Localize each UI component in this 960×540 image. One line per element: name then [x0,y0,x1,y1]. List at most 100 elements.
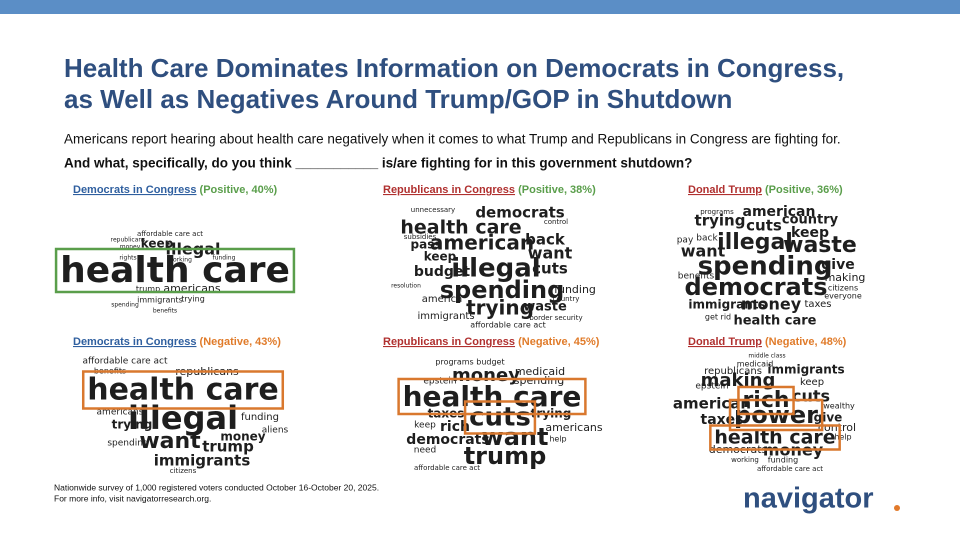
cloud-word: immigrants [767,363,844,377]
cloud-word: spending [107,439,148,449]
cloud-word: immigrants [688,298,765,312]
cloud-word: american [743,204,816,220]
cloud-word: money [220,430,265,444]
cloud-word: affordable care act [137,230,203,238]
cloud-word: affordable care act [83,357,168,367]
cloud-word: americans [97,408,144,418]
cloud-word: medicaid [737,360,774,369]
group-name: Republicans in Congress [383,184,515,196]
cloud-word: want [528,244,573,263]
cloud-word: waste [523,300,567,315]
cloud-word: benefits [678,272,715,282]
cloud-word: health care [400,217,521,239]
cloud-word: citizens [828,284,858,293]
cloud-word: spending [111,302,139,309]
cloud-word: back [696,234,718,244]
cloud-word: democrats [475,204,564,222]
cloud-word: spending [440,276,565,304]
cloud-word: get rid [705,313,731,322]
cloud-word: illegal [451,254,540,284]
cloud-word: immigrants [154,452,251,470]
highlight-box [728,398,824,432]
cloud-word: trying [695,212,746,230]
cloud-word: americans [545,421,603,434]
cloud-word: budget [414,264,471,280]
cloud-word: want [681,242,726,261]
highlight-box [709,424,841,451]
cloud-word: democrats [406,432,489,448]
cloud-word: taxes [701,412,744,428]
sentiment-label: (Positive, 36%) [765,184,843,196]
highlight-box [81,370,285,410]
cloud-word: keep [141,237,174,251]
cloud-word: money [452,365,520,386]
cloud-word: immigrants [137,296,183,305]
panel-heading: Republicans in Congress (Positive, 38%) [383,184,596,196]
sentiment-label: (Negative, 45%) [518,336,600,348]
cloud-word: working [731,456,759,464]
cloud-word: funding [241,412,279,423]
cloud-word: trying [466,296,534,320]
cloud-word: give [821,257,854,273]
logo: navigator [743,483,874,515]
cloud-word: country [782,213,839,228]
cloud-word: immigrants [417,311,474,322]
cloud-word: want [139,429,201,454]
cloud-word: affordable care act [414,464,480,472]
cloud-word: democrats [685,273,828,301]
cloud-word: trying [112,418,153,432]
cloud-word: keep [800,377,824,388]
cloud-word: want [482,423,549,451]
cloud-word: funding [213,255,236,262]
cloud-word: cuts [469,403,531,433]
cloud-word: rights [119,255,136,262]
cloud-word: making [825,271,866,284]
group-name: Donald Trump [688,184,762,196]
cloud-word: rich [440,419,470,435]
cloud-word: unnecessary [411,206,455,214]
cloud-word: republicans [111,237,146,244]
title-line: as Well as Negatives Around Trump/GOP in… [64,84,732,114]
cloud-word: border security [529,314,582,322]
group-name: Democrats in Congress [73,336,196,348]
cloud-word: wealthy [823,402,855,411]
cloud-word: trump [136,285,160,294]
panel-heading: Democrats in Congress (Positive, 40%) [73,184,278,196]
logo-dot [894,505,900,511]
question: And what, specifically, do you think ___… [64,156,692,171]
highlight-box [54,247,296,294]
cloud-word: pass [411,238,442,252]
cloud-word: health care [733,314,816,329]
cloud-word: trying [181,295,205,304]
cloud-word: cuts [532,260,568,278]
sentiment-label: (Positive, 40%) [200,184,278,196]
cloud-word: trump [464,442,547,470]
cloud-word: help [834,433,851,442]
cloud-word: affordable care act [470,321,546,330]
cloud-word: america [422,294,463,305]
sentiment-label: (Positive, 38%) [518,184,596,196]
cloud-word: epstein [695,382,728,392]
cloud-word: programs budget [435,358,504,367]
cloud-word: spending [698,252,833,282]
footnote: For more info, visit navigatorresearch.o… [54,493,211,503]
panel-heading: Democrats in Congress (Negative, 43%) [73,336,281,348]
cloud-word: middle class [748,353,785,360]
cloud-word: back [525,231,566,249]
panel-heading: Republicans in Congress (Negative, 45%) [383,336,600,348]
cloud-word: waste [783,233,857,258]
cloud-word: spending [514,374,564,387]
footnote: Nationwide survey of 1,000 registered vo… [54,482,379,492]
cloud-word: health care [714,427,835,449]
group-name: Donald Trump [688,336,762,348]
cloud-word: republicans [704,366,762,377]
cloud-word: health care [403,380,582,413]
cloud-word: subsidies [404,233,437,241]
cloud-word: american [430,231,534,255]
cloud-word: illegal [717,230,793,255]
cloud-word: taxes [804,299,831,310]
cloud-word: epstein [423,377,456,387]
highlight-box [397,377,587,416]
cloud-word: programs [700,208,734,216]
top-bar [0,0,960,14]
